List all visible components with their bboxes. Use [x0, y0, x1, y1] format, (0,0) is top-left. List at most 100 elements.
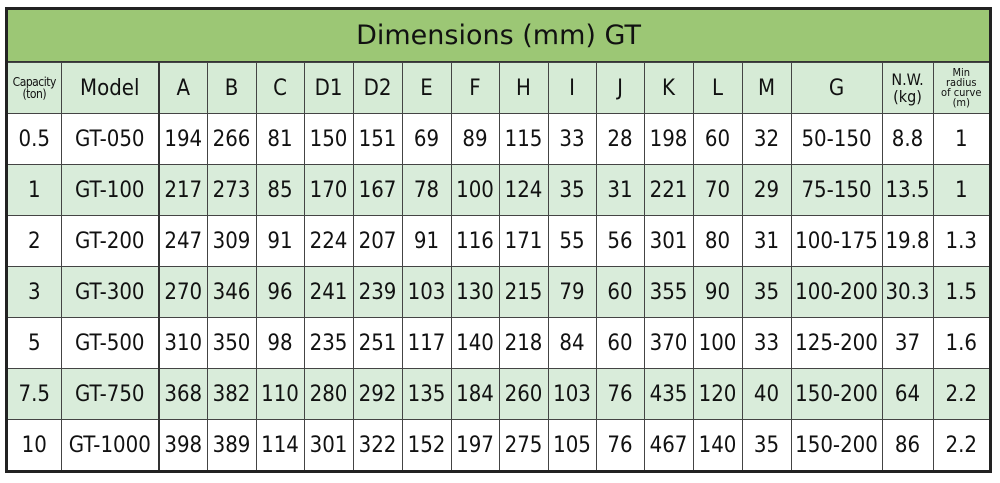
value-cell: 130: [450, 266, 500, 318]
header-g: G: [790, 62, 883, 114]
value-cell: 170: [303, 164, 354, 216]
value-cell: 50-150: [790, 113, 883, 165]
value-cell: 84: [547, 317, 597, 369]
value-cell: 79: [547, 266, 597, 318]
value-cell: 124: [498, 164, 549, 216]
value-cell: 60: [692, 113, 743, 165]
value-cell: 1: [932, 164, 989, 216]
value-cell: 310: [158, 317, 208, 369]
capacity-cell: 7.5: [8, 368, 62, 420]
header-m: M: [741, 62, 792, 114]
dimensions-table: Capacity (ton) Model A B C D1 D2 E F H I J K L M G N.W.…: [8, 62, 989, 470]
value-cell: 224: [303, 215, 354, 267]
value-cell: 184: [450, 368, 500, 420]
value-cell: 100-175: [790, 215, 883, 267]
value-cell: 197: [450, 419, 500, 470]
value-cell: 251: [352, 317, 403, 369]
model-cell: GT-300: [60, 266, 160, 318]
header-model: Model: [60, 62, 160, 114]
value-cell: 241: [303, 266, 354, 318]
value-cell: 33: [547, 113, 597, 165]
value-cell: 150-200: [790, 368, 883, 420]
value-cell: 96: [255, 266, 305, 318]
header-radius-line: (m): [952, 96, 970, 109]
header-e: E: [401, 62, 452, 114]
table-row: 2 GT-200 247 309 91 224 207 91 116 171 55 56 301 80 31…: [8, 215, 989, 267]
capacity-cell: 0.5: [8, 113, 62, 165]
value-cell: 91: [255, 215, 305, 267]
value-cell: 194: [158, 113, 208, 165]
table-row: 0.5 GT-050 194 266 81 150 151 69 89 115 33 28 198 60 3…: [8, 113, 989, 165]
value-cell: 60: [595, 317, 645, 369]
header-f: F: [450, 62, 500, 114]
header-radius-line: radius: [945, 76, 977, 89]
value-cell: 19.8: [881, 215, 934, 267]
value-cell: 398: [158, 419, 208, 470]
value-cell: 346: [206, 266, 257, 318]
header-capacity: Capacity (ton): [8, 62, 62, 114]
table-body: 0.5 GT-050 194 266 81 150 151 69 89 115 33 28 198 60 3…: [8, 113, 989, 470]
dimensions-table-frame: Dimensions (mm) GT Capacity (ton) Model A…: [5, 7, 992, 473]
header-min-radius: Min radius of curve (m): [932, 62, 989, 114]
value-cell: 35: [547, 164, 597, 216]
header-d1: D1: [303, 62, 354, 114]
header-net-weight: N.W. (kg): [881, 62, 934, 114]
value-cell: 100-200: [790, 266, 883, 318]
value-cell: 110: [255, 368, 305, 420]
value-cell: 301: [643, 215, 694, 267]
value-cell: 435: [643, 368, 694, 420]
value-cell: 247: [158, 215, 208, 267]
value-cell: 1.6: [932, 317, 989, 369]
value-cell: 86: [881, 419, 934, 470]
value-cell: 13.5: [881, 164, 934, 216]
value-cell: 120: [692, 368, 743, 420]
model-cell: GT-500: [60, 317, 160, 369]
value-cell: 355: [643, 266, 694, 318]
capacity-cell: 5: [8, 317, 62, 369]
header-k: K: [643, 62, 694, 114]
value-cell: 60: [595, 266, 645, 318]
value-cell: 103: [401, 266, 452, 318]
header-h: H: [498, 62, 549, 114]
header-capacity-unit: (ton): [22, 87, 47, 101]
value-cell: 75-150: [790, 164, 883, 216]
header-c: C: [255, 62, 305, 114]
value-cell: 292: [352, 368, 403, 420]
value-cell: 152: [401, 419, 452, 470]
header-d2: D2: [352, 62, 403, 114]
value-cell: 89: [450, 113, 500, 165]
value-cell: 64: [881, 368, 934, 420]
value-cell: 215: [498, 266, 549, 318]
value-cell: 31: [741, 215, 792, 267]
value-cell: 70: [692, 164, 743, 216]
value-cell: 90: [692, 266, 743, 318]
table-row: 10 GT-1000 398 389 114 301 322 152 197 275 105 76 46…: [8, 419, 989, 470]
value-cell: 116: [450, 215, 500, 267]
header-i: I: [547, 62, 597, 114]
value-cell: 322: [352, 419, 403, 470]
table-row: 5 GT-500 310 350 98 235 251 117 140 218 84 60 370 100…: [8, 317, 989, 369]
value-cell: 171: [498, 215, 549, 267]
header-nw-unit: (kg): [893, 87, 922, 106]
value-cell: 207: [352, 215, 403, 267]
table-title: Dimensions (mm) GT: [8, 10, 989, 62]
value-cell: 1: [932, 113, 989, 165]
value-cell: 301: [303, 419, 354, 470]
table-row: 7.5 GT-750 368 382 110 280 292 135 184 260 103 76 43…: [8, 368, 989, 420]
value-cell: 309: [206, 215, 257, 267]
value-cell: 29: [741, 164, 792, 216]
header-radius-line: Min: [952, 66, 971, 79]
value-cell: 33: [741, 317, 792, 369]
value-cell: 221: [643, 164, 694, 216]
value-cell: 56: [595, 215, 645, 267]
model-cell: GT-050: [60, 113, 160, 165]
header-nw-label: N.W.: [891, 70, 924, 89]
value-cell: 150-200: [790, 419, 883, 470]
header-b: B: [206, 62, 257, 114]
value-cell: 350: [206, 317, 257, 369]
value-cell: 35: [741, 419, 792, 470]
value-cell: 81: [255, 113, 305, 165]
model-cell: GT-100: [60, 164, 160, 216]
value-cell: 370: [643, 317, 694, 369]
value-cell: 31: [595, 164, 645, 216]
